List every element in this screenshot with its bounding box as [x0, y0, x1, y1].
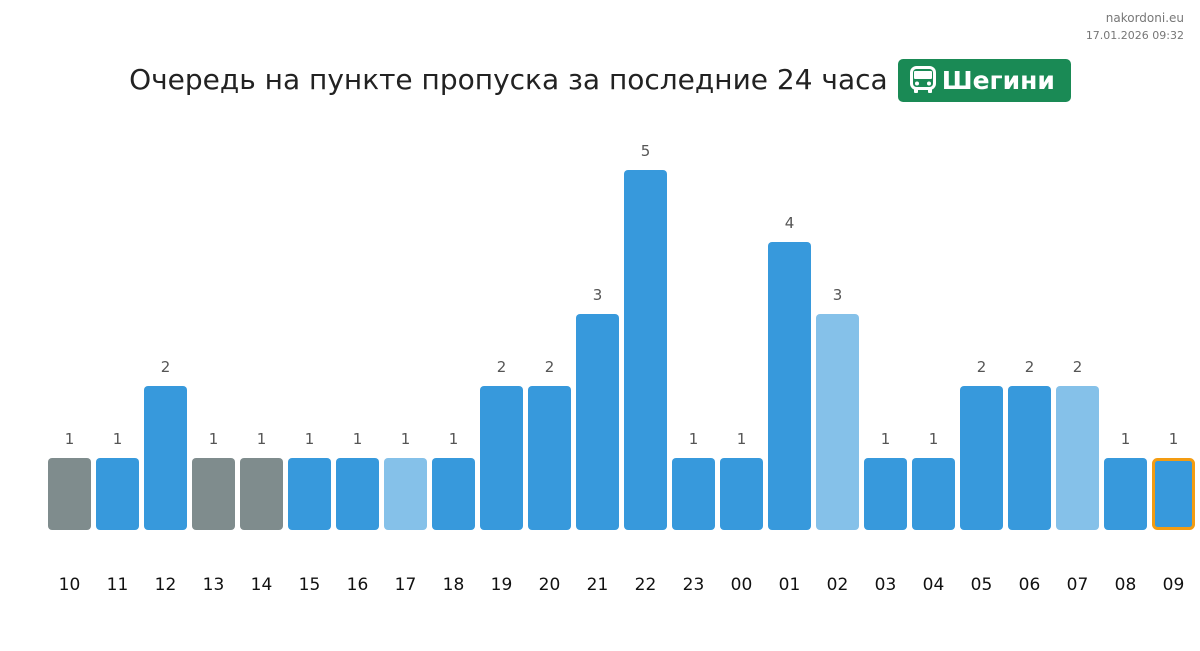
- bar-01: [768, 242, 811, 530]
- bar-value-label: 1: [689, 430, 699, 448]
- x-tick-label: 02: [827, 575, 849, 595]
- bar-value-label: 2: [1073, 358, 1083, 376]
- bar-10: [48, 458, 91, 530]
- x-tick-label: 19: [491, 575, 513, 595]
- bar-value-label: 1: [929, 430, 939, 448]
- bar-15: [288, 458, 331, 530]
- x-tick-label: 22: [635, 575, 657, 595]
- x-tick-label: 12: [155, 575, 177, 595]
- checkpoint-badge: Шегини: [897, 58, 1071, 102]
- bar-value-label: 2: [497, 358, 507, 376]
- bar-03: [864, 458, 907, 530]
- bar-06: [1008, 386, 1051, 530]
- bar-value-label: 1: [65, 430, 75, 448]
- x-tick-label: 21: [587, 575, 609, 595]
- bar-13: [192, 458, 235, 530]
- bar-05: [960, 386, 1003, 530]
- x-tick-label: 04: [923, 575, 945, 595]
- x-tick-label: 10: [59, 575, 81, 595]
- x-tick-label: 05: [971, 575, 993, 595]
- bar-14: [240, 458, 283, 530]
- title-row: Очередь на пункте пропуска за последние …: [0, 58, 1200, 102]
- bus-icon: [909, 66, 936, 93]
- page-title: Очередь на пункте пропуска за последние …: [129, 63, 888, 96]
- bar-16: [336, 458, 379, 530]
- bar-09: [1152, 458, 1195, 530]
- bar-value-label: 1: [305, 430, 315, 448]
- bar-04: [912, 458, 955, 530]
- x-tick-label: 07: [1067, 575, 1089, 595]
- bar-22: [624, 170, 667, 530]
- bar-value-label: 2: [977, 358, 987, 376]
- x-tick-label: 17: [395, 575, 417, 595]
- bar-value-label: 1: [737, 430, 747, 448]
- timestamp: 17.01.2026 09:32: [1085, 29, 1184, 42]
- x-tick-label: 11: [107, 575, 129, 595]
- bar-value-label: 1: [113, 430, 123, 448]
- bar-19: [480, 386, 523, 530]
- bar-value-label: 1: [209, 430, 219, 448]
- bar-value-label: 1: [353, 430, 363, 448]
- bar-value-label: 1: [1169, 430, 1179, 448]
- bar-value-label: 1: [1121, 430, 1131, 448]
- x-tick-label: 00: [731, 575, 753, 595]
- bar-11: [96, 458, 139, 530]
- x-tick-label: 06: [1019, 575, 1041, 595]
- bar-21: [576, 314, 619, 530]
- bar-value-label: 1: [401, 430, 411, 448]
- bar-value-label: 4: [785, 214, 795, 232]
- bar-value-label: 2: [545, 358, 555, 376]
- bar-20: [528, 386, 571, 530]
- bar-17: [384, 458, 427, 530]
- x-tick-label: 09: [1163, 575, 1185, 595]
- x-tick-label: 23: [683, 575, 705, 595]
- x-tick-label: 18: [443, 575, 465, 595]
- x-tick-label: 14: [251, 575, 273, 595]
- bar-value-label: 1: [257, 430, 267, 448]
- bar-value-label: 5: [641, 142, 651, 160]
- bar-07: [1056, 386, 1099, 530]
- bar-12: [144, 386, 187, 530]
- x-tick-label: 01: [779, 575, 801, 595]
- bar-00: [720, 458, 763, 530]
- bar-value-label: 2: [161, 358, 171, 376]
- badge-label: Шегини: [941, 65, 1055, 95]
- bar-18: [432, 458, 475, 530]
- bar-value-label: 3: [833, 286, 843, 304]
- x-tick-label: 20: [539, 575, 561, 595]
- x-tick-label: 08: [1115, 575, 1137, 595]
- site-name: nakordoni.eu: [1105, 11, 1184, 25]
- bar-value-label: 2: [1025, 358, 1035, 376]
- bar-08: [1104, 458, 1147, 530]
- bar-value-label: 3: [593, 286, 603, 304]
- bar-02: [816, 314, 859, 530]
- x-tick-label: 15: [299, 575, 321, 595]
- x-tick-label: 16: [347, 575, 369, 595]
- x-tick-label: 13: [203, 575, 225, 595]
- bar-value-label: 1: [881, 430, 891, 448]
- bar-23: [672, 458, 715, 530]
- x-tick-label: 03: [875, 575, 897, 595]
- bar-value-label: 1: [449, 430, 459, 448]
- site-info: nakordoni.eu 17.01.2026 09:32: [1086, 10, 1184, 44]
